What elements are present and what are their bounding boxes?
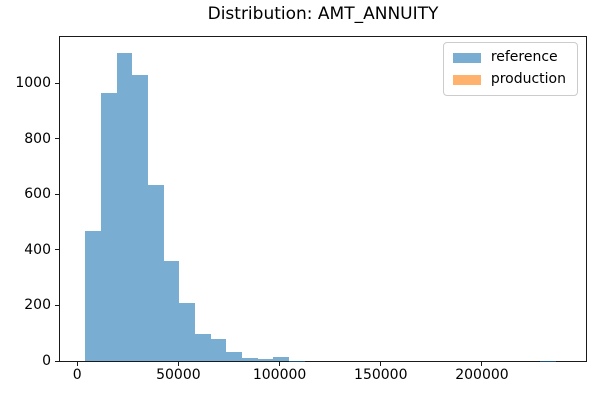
x-tick-label: 50000 <box>156 367 201 383</box>
y-tick-label: 1000 <box>15 75 51 92</box>
histogram-bar-reference <box>210 338 227 361</box>
y-tick-mark <box>55 360 59 362</box>
x-tick-mark <box>279 362 281 366</box>
x-tick-label: 0 <box>72 367 82 383</box>
histogram-bar-reference <box>132 75 148 361</box>
histogram-bar-reference <box>179 302 195 361</box>
y-tick-label: 0 <box>42 353 51 369</box>
chart-title: Distribution: AMT_ANNUITY <box>207 4 439 24</box>
x-tick-label: 200000 <box>455 367 509 383</box>
histogram-bar-reference <box>100 93 117 361</box>
histogram-bar-reference <box>163 261 180 361</box>
y-tick-label: 600 <box>24 186 51 203</box>
legend-label-reference: reference <box>490 49 558 65</box>
ticks-layer: 0 50000 100000 150000 200000 0 200 400 600 800 100… <box>15 37 586 382</box>
histogram-bar-reference <box>147 184 164 361</box>
legend: reference production <box>442 42 578 96</box>
x-tick-mark <box>177 362 179 366</box>
x-tick-mark <box>481 362 483 366</box>
legend-swatch-reference <box>452 52 481 63</box>
legend-item-production: production <box>452 71 566 88</box>
histogram-bar-reference <box>273 356 290 361</box>
y-tick-mark <box>55 304 59 306</box>
y-tick-mark <box>55 193 59 195</box>
plot-area: 0 50000 100000 150000 200000 0 200 400 600 800 100… <box>15 36 587 382</box>
y-tick-label: 400 <box>24 241 51 258</box>
histogram-bar-reference <box>116 52 133 361</box>
x-tick-label: 100000 <box>252 367 307 383</box>
y-tick-label: 200 <box>24 297 51 314</box>
legend-item-reference: reference <box>452 49 566 65</box>
legend-swatch-production <box>452 75 481 86</box>
x-tick-mark <box>76 362 78 366</box>
x-tick-mark <box>380 362 382 366</box>
y-tick-mark <box>55 82 59 84</box>
histogram-bar-reference <box>257 359 274 361</box>
histogram-bar-reference <box>85 230 101 361</box>
histogram-bar-reference <box>226 351 243 361</box>
histogram-bar-reference <box>194 334 211 361</box>
y-tick-mark <box>55 138 59 140</box>
y-tick-mark <box>55 249 59 251</box>
legend-label-production: production <box>490 71 566 88</box>
x-tick-label: 150000 <box>354 367 408 383</box>
bars-layer <box>60 37 586 361</box>
histogram-bar-reference <box>242 357 258 361</box>
y-tick-label: 800 <box>24 130 51 147</box>
